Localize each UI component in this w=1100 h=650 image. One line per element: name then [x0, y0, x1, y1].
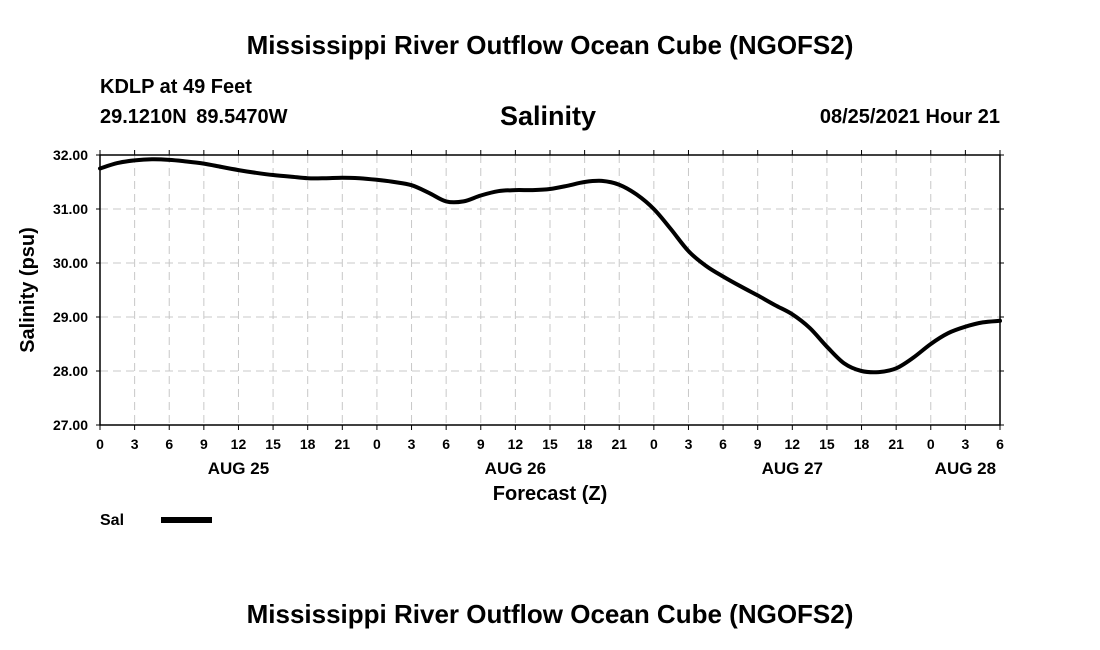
x-tick-label: 18	[577, 436, 593, 452]
legend-label: Sal	[100, 512, 124, 529]
station-label: KDLP at 49 Feet	[100, 76, 252, 98]
x-tick-label: 0	[927, 436, 935, 452]
footer-title: Mississippi River Outflow Ocean Cube (NG…	[246, 599, 854, 629]
x-tick-label: 21	[611, 436, 627, 452]
x-tick-label: 12	[785, 436, 801, 452]
x-tick-label: 0	[373, 436, 381, 452]
x-tick-label: 6	[442, 436, 450, 452]
x-tick-label: 6	[719, 436, 727, 452]
forecast-datetime: 08/25/2021 Hour 21	[819, 106, 1000, 128]
x-tick-label: 15	[542, 436, 558, 452]
date-label: AUG 25	[208, 459, 269, 478]
x-tick-label: 21	[335, 436, 351, 452]
y-tick-label: 30.00	[53, 255, 88, 271]
y-tick-label: 31.00	[53, 201, 88, 217]
y-tick-label: 27.00	[53, 417, 88, 433]
x-tick-label: 3	[131, 436, 139, 452]
y-tick-label: 28.00	[53, 363, 88, 379]
x-tick-label: 6	[165, 436, 173, 452]
variable-title: Salinity	[500, 101, 597, 131]
date-label: AUG 28	[935, 459, 996, 478]
station-coordinates: 29.1210N 89.5470W	[100, 106, 288, 128]
x-tick-label: 9	[200, 436, 208, 452]
axis-ticks	[96, 150, 1004, 430]
grid-lines	[100, 155, 1000, 425]
axis-labels: 27.00 28.00 29.00 30.00 31.00 32.00 0 3 6 9 12 15 18…	[53, 147, 1004, 478]
x-tick-label: 9	[477, 436, 485, 452]
x-tick-label: 15	[265, 436, 281, 452]
series-line-sal	[98, 157, 1002, 375]
y-axis-title: Salinity (psu)	[17, 227, 39, 353]
x-axis-title: Forecast (Z)	[493, 483, 607, 505]
x-tick-label: 0	[650, 436, 658, 452]
x-tick-label: 3	[685, 436, 693, 452]
x-tick-label: 6	[996, 436, 1004, 452]
x-tick-label: 0	[96, 436, 104, 452]
x-tick-label: 21	[888, 436, 904, 452]
x-tick-label: 15	[819, 436, 835, 452]
x-tick-label: 18	[300, 436, 316, 452]
date-label: AUG 27	[762, 459, 823, 478]
x-tick-label: 12	[231, 436, 247, 452]
x-tick-label: 3	[961, 436, 969, 452]
x-tick-label: 9	[754, 436, 762, 452]
chart-main-title: Mississippi River Outflow Ocean Cube (NG…	[246, 30, 854, 60]
x-tick-label: 3	[408, 436, 416, 452]
y-tick-label: 32.00	[53, 147, 88, 163]
x-tick-label: 12	[508, 436, 524, 452]
y-tick-label: 29.00	[53, 309, 88, 325]
x-tick-label: 18	[854, 436, 870, 452]
date-label: AUG 26	[485, 459, 546, 478]
